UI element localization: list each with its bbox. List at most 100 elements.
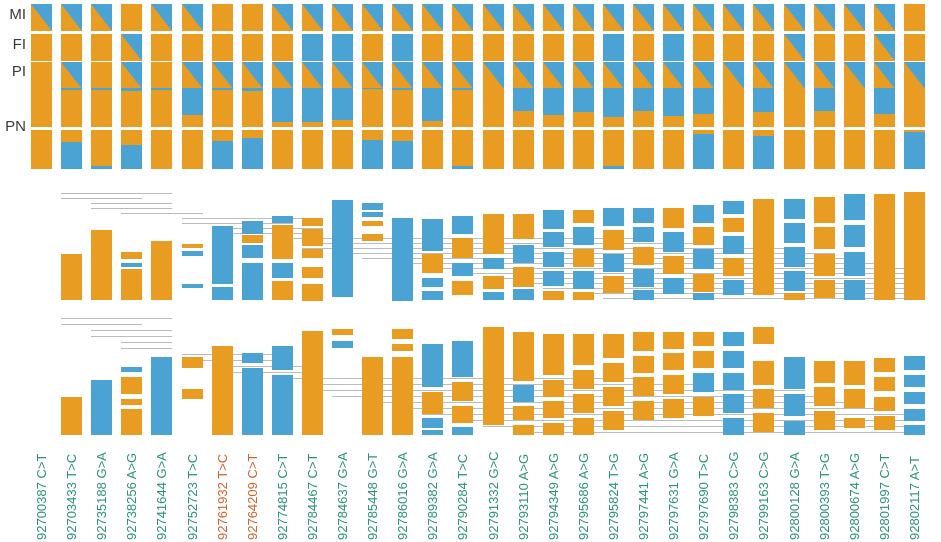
het-diagonal-icon <box>392 4 413 31</box>
genotype-cell <box>332 62 353 89</box>
haplotype-block <box>212 346 233 435</box>
haplotype-block <box>753 361 774 385</box>
het-diagonal-icon <box>332 62 353 89</box>
genotype-cell <box>633 62 654 89</box>
genotype-cell <box>814 130 835 169</box>
genotype-cell <box>753 130 774 169</box>
haplotype-block <box>422 418 443 428</box>
het-diagonal-icon <box>633 62 654 89</box>
connector-line <box>272 378 654 379</box>
het-diagonal-icon <box>784 34 805 61</box>
genotype-cell <box>212 34 233 61</box>
haplotype-block <box>874 194 895 300</box>
allele-fraction-fill <box>814 88 835 111</box>
het-diagonal-icon <box>61 62 82 89</box>
haplotype-block <box>272 263 293 278</box>
haplotype-block <box>151 241 172 300</box>
haplotype-block <box>603 276 624 293</box>
genotype-cell <box>723 62 744 89</box>
row-label-pi: PI <box>11 63 26 80</box>
connector-line <box>212 228 323 229</box>
x-axis-tick-label: 92798383 C>G <box>726 451 741 540</box>
haplotype-block <box>814 227 835 249</box>
het-diagonal-icon <box>362 62 383 89</box>
het-diagonal-icon <box>272 62 293 89</box>
haplotype-block <box>362 212 383 217</box>
genotype-cell <box>91 88 112 127</box>
connector-line <box>61 318 172 319</box>
allele-fraction-fill <box>513 88 534 111</box>
allele-fraction-fill <box>904 132 925 169</box>
genotype-cell <box>633 130 654 169</box>
row-label-mi: MI <box>9 6 26 23</box>
genotype-cell <box>573 62 594 89</box>
haplotype-block <box>61 254 82 300</box>
het-diagonal-icon <box>543 4 564 31</box>
haplotype-block <box>422 344 443 387</box>
haplotype-block <box>212 226 233 284</box>
haplotype-block <box>543 252 564 267</box>
genotype-cell <box>723 88 744 127</box>
haplotype-block <box>784 247 805 267</box>
connector-line <box>121 348 172 349</box>
x-axis-tick-label: 92774815 C>T <box>275 453 290 540</box>
genotype-cell <box>483 62 504 89</box>
connector-line <box>452 273 925 274</box>
haplotype-block <box>693 249 714 269</box>
genotype-cell <box>242 62 263 89</box>
het-diagonal-icon <box>302 62 323 89</box>
x-axis-tick-label: 92703433 T>C <box>64 453 79 540</box>
connector-line <box>182 218 323 219</box>
allele-fraction-fill <box>573 88 594 112</box>
haplotype-block <box>452 406 473 423</box>
haplotype-block <box>603 411 624 430</box>
genotype-cell <box>483 4 504 31</box>
genotype-cell <box>31 34 52 61</box>
x-axis-tick-label: 92791332 G>C <box>486 451 501 540</box>
haplotype-block <box>121 252 142 259</box>
genotype-cell <box>272 62 293 89</box>
x-axis-tick-label: 92735188 G>A <box>94 452 109 540</box>
het-diagonal-icon <box>723 62 744 89</box>
het-diagonal-icon <box>182 4 203 31</box>
haplotype-block <box>723 218 744 232</box>
haplotype-block <box>483 276 504 289</box>
haplotype-block <box>663 256 684 274</box>
het-diagonal-icon <box>784 62 805 89</box>
haplotype-block <box>633 332 654 351</box>
allele-fraction-fill <box>151 88 172 90</box>
haplotype-block <box>272 375 293 435</box>
genotype-cell <box>814 4 835 31</box>
haplotype-block <box>543 380 564 397</box>
genotype-cell <box>182 88 203 127</box>
genotype-cell <box>151 34 172 61</box>
haplotype-block <box>693 205 714 223</box>
haplotype-block <box>663 232 684 252</box>
genotype-cell <box>844 88 865 127</box>
haplotype-block <box>212 287 233 300</box>
genotype-cell <box>452 88 473 127</box>
genotype-cell <box>814 88 835 127</box>
connector-line <box>61 198 142 199</box>
genotype-cell <box>242 4 263 31</box>
haplotype-block <box>513 267 534 287</box>
haplotype-block <box>151 357 172 435</box>
het-diagonal-icon <box>362 4 383 31</box>
genotype-cell <box>904 62 925 89</box>
genotype-cell <box>844 62 865 89</box>
genotype-cell <box>904 4 925 31</box>
genotype-cell <box>513 62 534 89</box>
haplotype-block <box>663 332 684 349</box>
het-diagonal-icon <box>452 4 473 31</box>
haplotype-block <box>242 221 263 234</box>
allele-fraction-fill <box>452 88 473 90</box>
haplotype-block <box>302 331 323 435</box>
genotype-cell <box>212 88 233 127</box>
connector-line <box>91 203 172 204</box>
genotype-cell <box>693 34 714 61</box>
genotype-cell <box>332 88 353 127</box>
genotype-cell <box>874 88 895 127</box>
genotype-cell <box>61 4 82 31</box>
haplotype-block <box>814 197 835 223</box>
connector-line <box>513 432 925 433</box>
